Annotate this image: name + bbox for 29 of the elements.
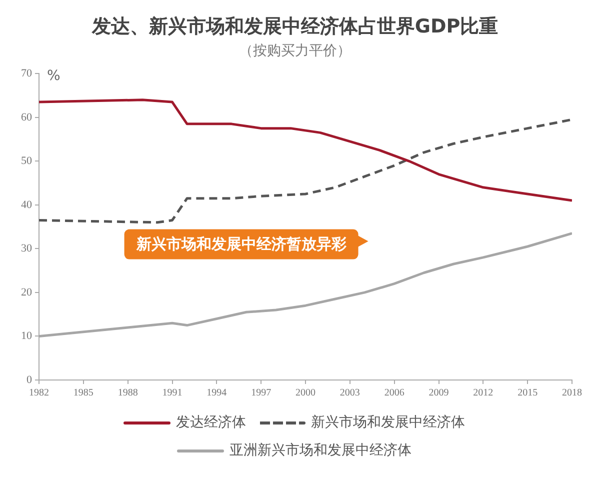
x-tick-label: 2018 [562, 388, 582, 399]
legend-label: 亚洲新兴市场和发展中经济体 [230, 442, 412, 459]
y-tick-label: 60 [21, 111, 32, 124]
y-tick-label: 20 [21, 286, 32, 298]
legend-label: 发达经济体 [176, 414, 246, 431]
y-tick-label: 10 [21, 330, 32, 342]
line-series [39, 118, 572, 224]
x-tick-label: 2015 [518, 388, 538, 399]
x-tick-label: 1985 [73, 388, 94, 399]
legend-label: 新兴市场和发展中经济体 [311, 414, 465, 431]
x-tick-label: 1988 [118, 388, 138, 399]
y-tick-label: 30 [21, 242, 32, 255]
y-tick-label: 40 [21, 198, 32, 211]
x-tick-label: 2003 [340, 388, 360, 399]
x-tick-label: 2009 [428, 388, 449, 399]
x-tick-label: 2012 [473, 388, 494, 399]
y-tick-label: 0 [26, 374, 32, 386]
chart-title: 发达、新兴市场和发展中经济体占世界GDP比重 [90, 15, 498, 38]
x-tick-label: 1991 [162, 388, 182, 399]
annotation: 新兴市场和发展中经济暂放异彩 [135, 235, 348, 254]
x-tick-label: 1982 [29, 388, 49, 399]
y-axis-title: % [47, 68, 60, 84]
x-tick-label: 2000 [296, 388, 316, 399]
y-tick-label: 50 [21, 155, 32, 168]
x-tick-label: 1997 [251, 388, 272, 399]
x-tick-label: 1994 [206, 388, 227, 399]
y-tick-label: 70 [21, 67, 32, 80]
chart-subtitle: （按购买力平价） [239, 42, 351, 59]
x-tick-label: 2006 [384, 388, 404, 399]
